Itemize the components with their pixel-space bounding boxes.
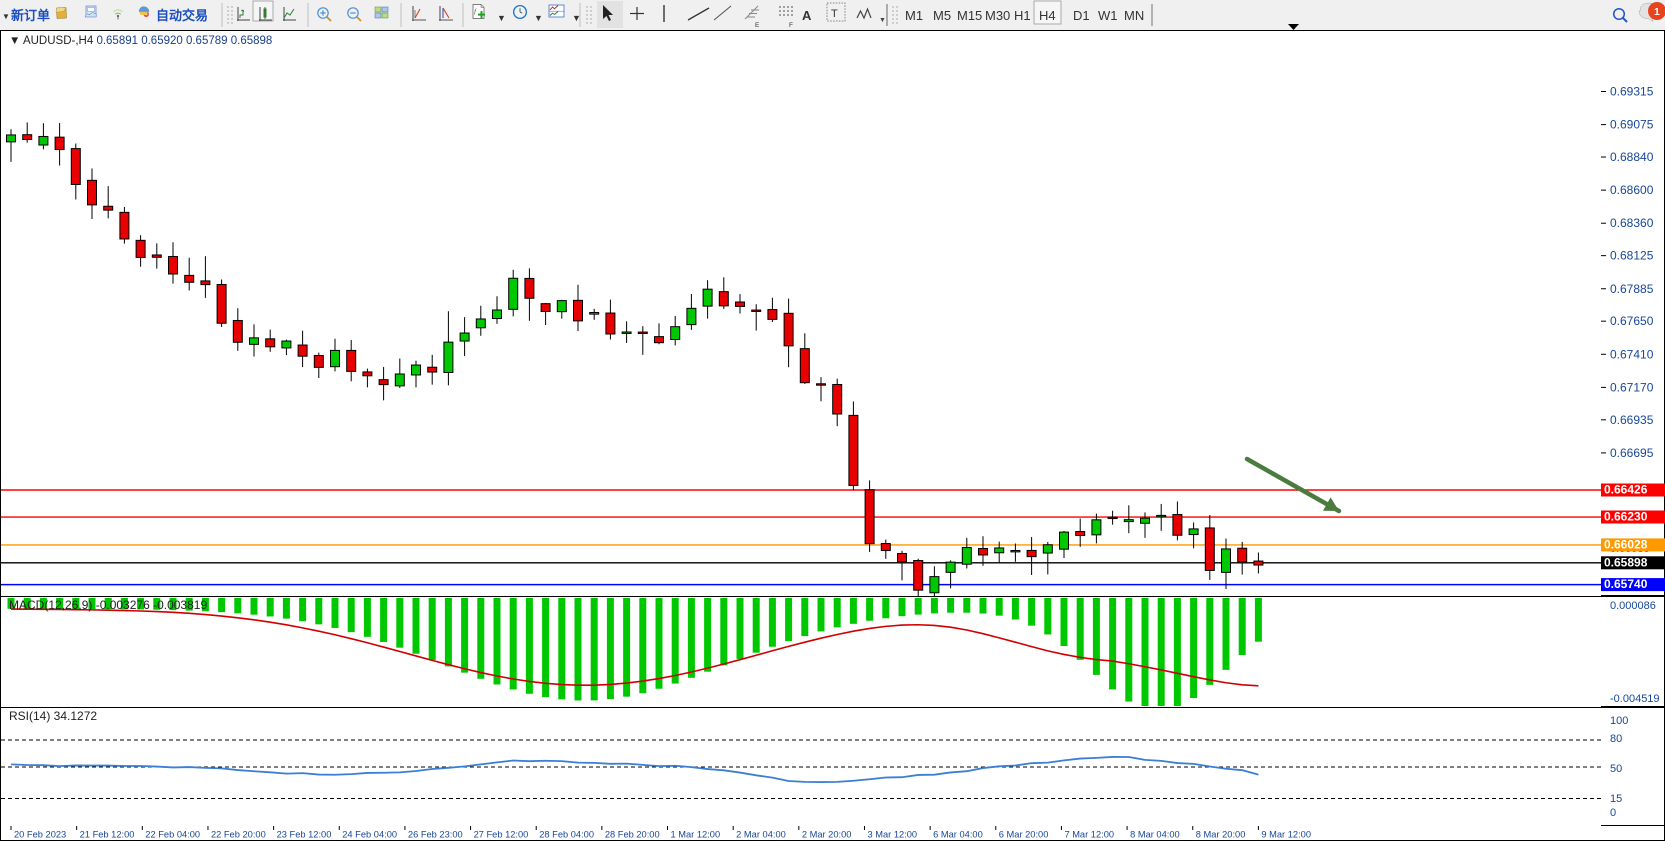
svg-text:26 Feb 23:00: 26 Feb 23:00	[408, 830, 463, 840]
svg-text:F: F	[789, 22, 793, 29]
svg-text:0.68600: 0.68600	[1610, 183, 1654, 197]
svg-text:H4: H4	[1039, 8, 1056, 23]
svg-text:M1: M1	[905, 8, 923, 23]
svg-text:0.66028: 0.66028	[1604, 537, 1648, 551]
svg-text:0.65898: 0.65898	[1604, 555, 1648, 569]
svg-text:24 Feb 04:00: 24 Feb 04:00	[342, 830, 397, 840]
svg-text:2 Mar 20:00: 2 Mar 20:00	[802, 830, 852, 840]
svg-text:▼: ▼	[879, 17, 886, 24]
svg-text:80: 80	[1610, 733, 1622, 745]
svg-text:0.67170: 0.67170	[1610, 380, 1654, 394]
svg-text:0.66935: 0.66935	[1610, 413, 1654, 427]
svg-text:▼: ▼	[2, 12, 10, 21]
svg-text:23 Feb 12:00: 23 Feb 12:00	[277, 830, 332, 840]
svg-text:0.66426: 0.66426	[1604, 483, 1648, 497]
svg-text:0.68840: 0.68840	[1610, 150, 1654, 164]
svg-text:新订单: 新订单	[11, 8, 50, 23]
svg-text:7 Mar 12:00: 7 Mar 12:00	[1064, 830, 1114, 840]
svg-text:22 Feb 20:00: 22 Feb 20:00	[211, 830, 266, 840]
svg-text:1: 1	[1654, 6, 1660, 18]
svg-text:0.65740: 0.65740	[1604, 577, 1648, 591]
svg-text:MN: MN	[1124, 8, 1144, 23]
svg-text:28 Feb 20:00: 28 Feb 20:00	[605, 830, 660, 840]
svg-text:0.69315: 0.69315	[1610, 85, 1654, 99]
svg-text:6 Mar 20:00: 6 Mar 20:00	[999, 830, 1049, 840]
svg-text:0.68125: 0.68125	[1610, 249, 1654, 263]
svg-text:22 Feb 04:00: 22 Feb 04:00	[145, 830, 200, 840]
svg-text:D1: D1	[1073, 8, 1090, 23]
svg-text:T: T	[831, 8, 838, 20]
svg-text:W1: W1	[1098, 8, 1118, 23]
svg-text:27 Feb 12:00: 27 Feb 12:00	[474, 830, 529, 840]
svg-text:0.66695: 0.66695	[1610, 446, 1654, 460]
svg-text:A: A	[802, 8, 812, 23]
svg-text:3 Mar 12:00: 3 Mar 12:00	[867, 830, 917, 840]
svg-text:9 Mar 12:00: 9 Mar 12:00	[1261, 830, 1311, 840]
svg-text:E: E	[755, 22, 760, 29]
svg-text:100: 100	[1610, 715, 1628, 727]
svg-text:自动交易: 自动交易	[156, 8, 208, 23]
svg-text:M5: M5	[933, 8, 951, 23]
svg-text:▼: ▼	[534, 13, 543, 23]
svg-text:-0.004519: -0.004519	[1610, 693, 1660, 705]
svg-text:0.67650: 0.67650	[1610, 314, 1654, 328]
svg-text:20 Feb 2023: 20 Feb 2023	[14, 830, 66, 840]
svg-text:2 Mar 04:00: 2 Mar 04:00	[736, 830, 786, 840]
svg-text:▼ AUDUSD-,H4 0.65891 0.65920: ▼ AUDUSD-,H4 0.65891 0.65920 0.65789 0.6…	[9, 35, 272, 47]
svg-text:0.69075: 0.69075	[1610, 118, 1654, 132]
svg-text:15: 15	[1610, 793, 1622, 805]
svg-text:M30: M30	[985, 8, 1010, 23]
svg-text:0.68360: 0.68360	[1610, 216, 1654, 230]
svg-text:0.66230: 0.66230	[1604, 510, 1648, 524]
svg-text:6 Mar 04:00: 6 Mar 04:00	[933, 830, 983, 840]
svg-text:0.67885: 0.67885	[1610, 282, 1654, 296]
svg-text:1 Mar 12:00: 1 Mar 12:00	[671, 830, 721, 840]
svg-text:21 Feb 12:00: 21 Feb 12:00	[80, 830, 135, 840]
svg-text:MACD(12,26,9) -0.003276 -0.003: MACD(12,26,9) -0.003276 -0.003819	[9, 598, 207, 612]
svg-text:RSI(14) 34.1272: RSI(14) 34.1272	[9, 709, 97, 723]
svg-text:M15: M15	[957, 8, 982, 23]
svg-text:0: 0	[1610, 807, 1616, 819]
svg-text:0.67410: 0.67410	[1610, 347, 1654, 361]
svg-text:H1: H1	[1014, 8, 1031, 23]
svg-text:8 Mar 20:00: 8 Mar 20:00	[1196, 830, 1246, 840]
svg-text:0.000086: 0.000086	[1610, 600, 1656, 612]
svg-text:8 Mar 04:00: 8 Mar 04:00	[1130, 830, 1180, 840]
svg-text:28 Feb 04:00: 28 Feb 04:00	[539, 830, 594, 840]
svg-text:▼: ▼	[497, 13, 506, 23]
svg-text:50: 50	[1610, 763, 1622, 775]
